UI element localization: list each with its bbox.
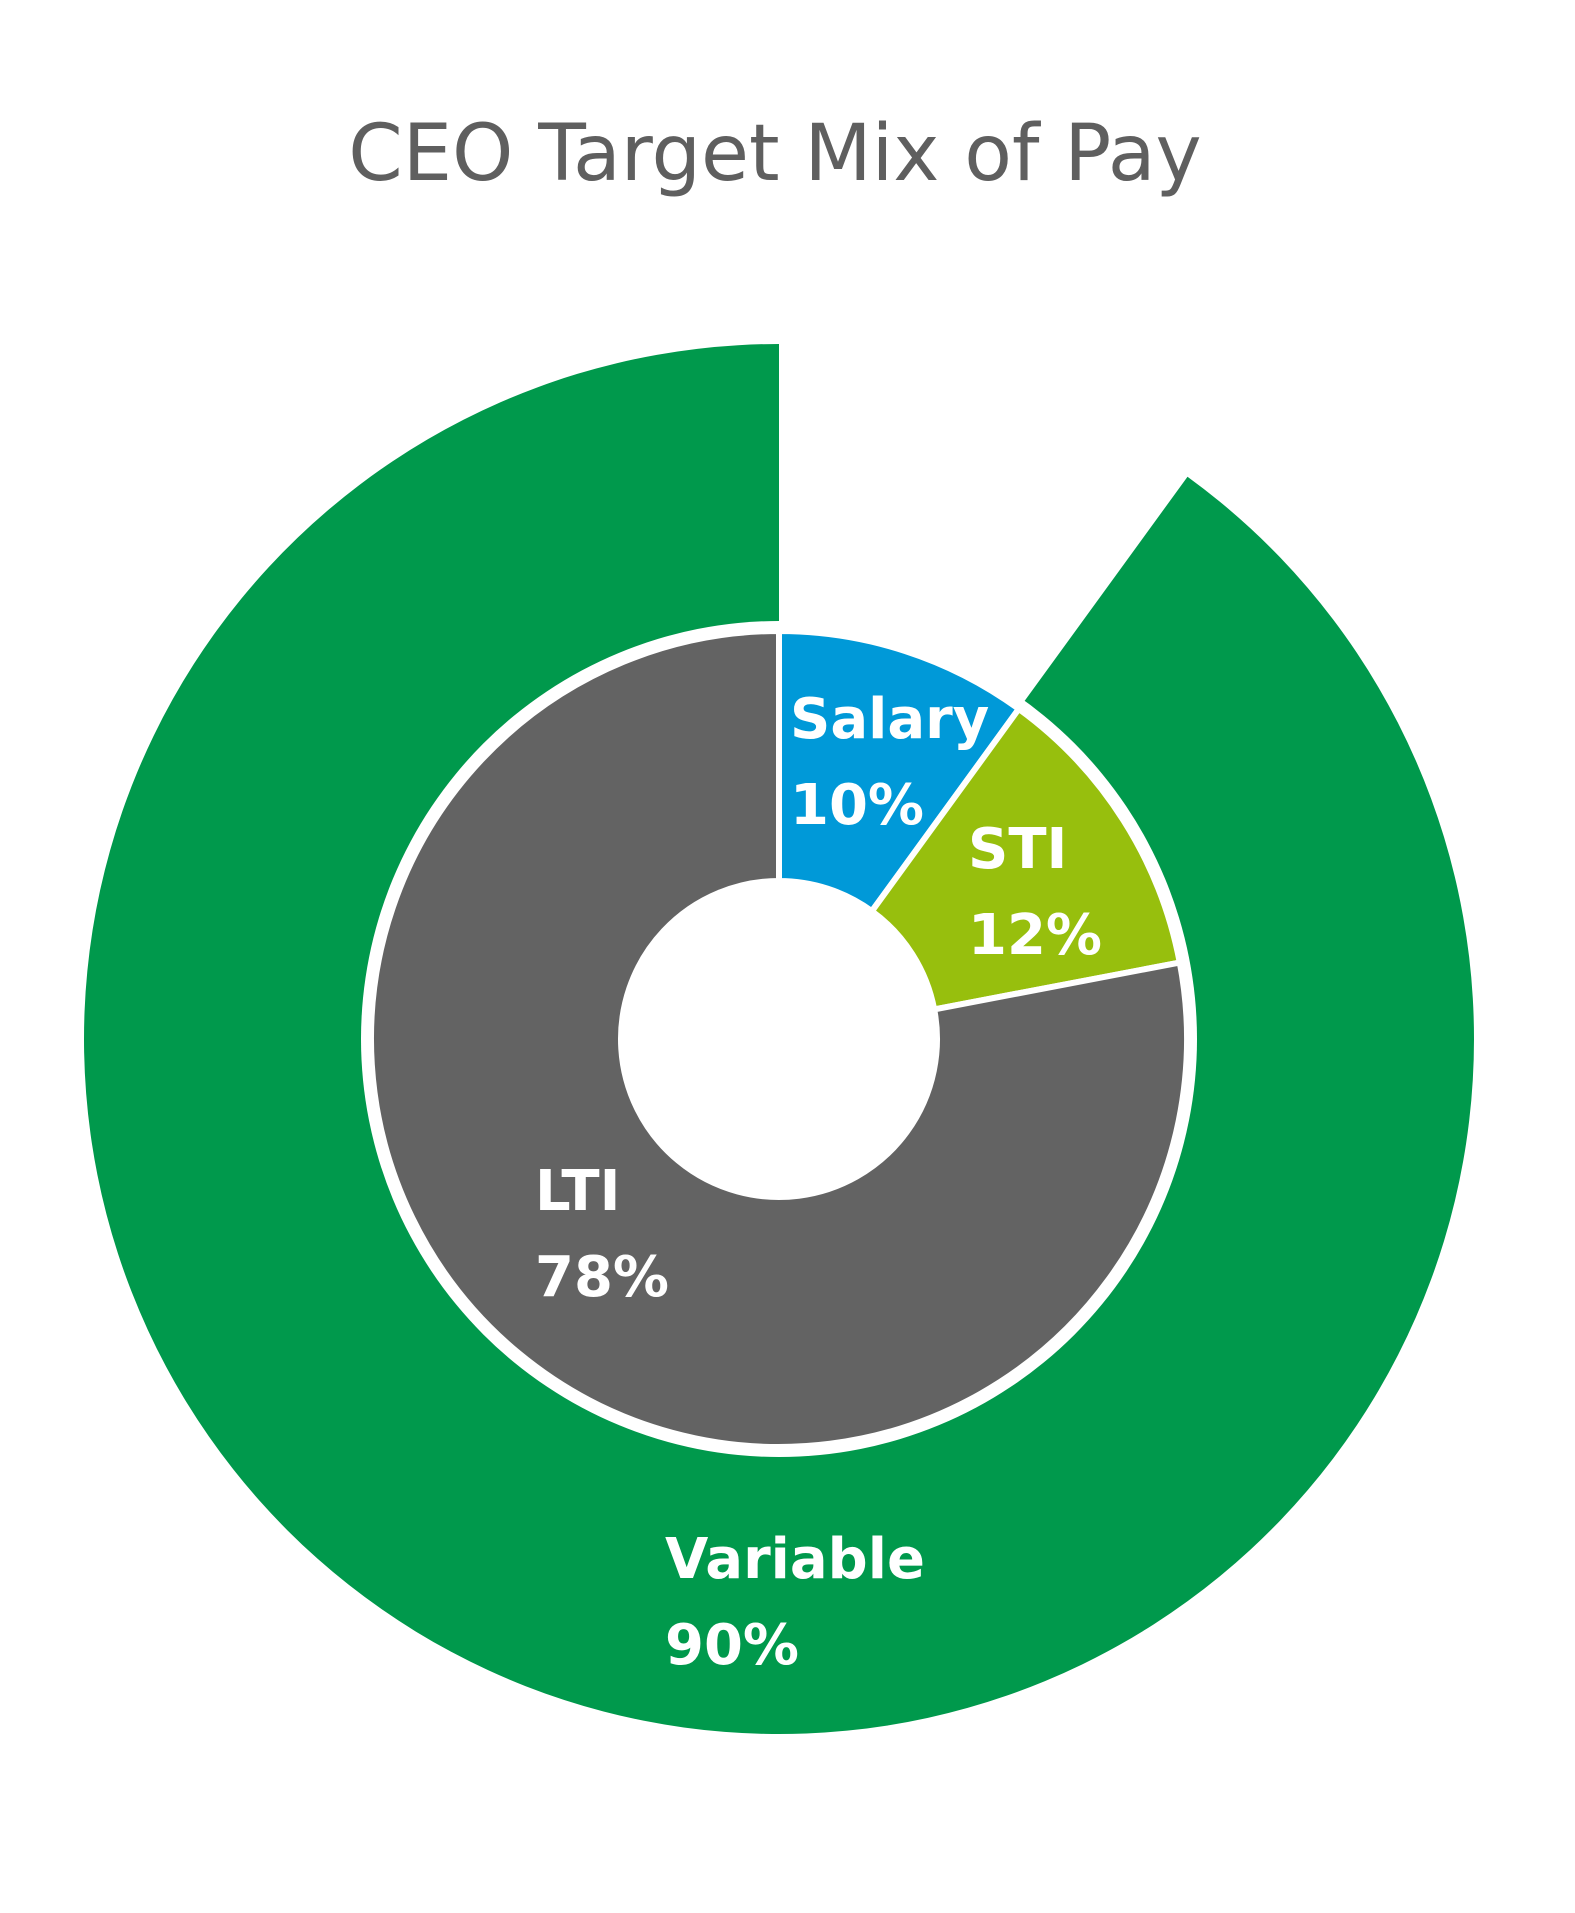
donut-hole bbox=[621, 881, 937, 1197]
label-variable-name: Variable bbox=[665, 1527, 925, 1592]
label-lti-name: LTI bbox=[535, 1159, 620, 1224]
label-lti-value: 78% bbox=[535, 1245, 669, 1310]
label-sti-name: STI bbox=[968, 817, 1067, 882]
label-salary-value: 10% bbox=[790, 773, 924, 838]
label-variable-value: 90% bbox=[665, 1613, 799, 1678]
label-sti-value: 12% bbox=[968, 903, 1102, 968]
inner-ring bbox=[361, 621, 1197, 1457]
chart-title: CEO Target Mix of Pay bbox=[348, 109, 1201, 199]
label-salary-name: Salary bbox=[790, 687, 989, 752]
segment-labels: Variable 90% Salary 10% STI 12% LTI 78% bbox=[535, 687, 1102, 1678]
